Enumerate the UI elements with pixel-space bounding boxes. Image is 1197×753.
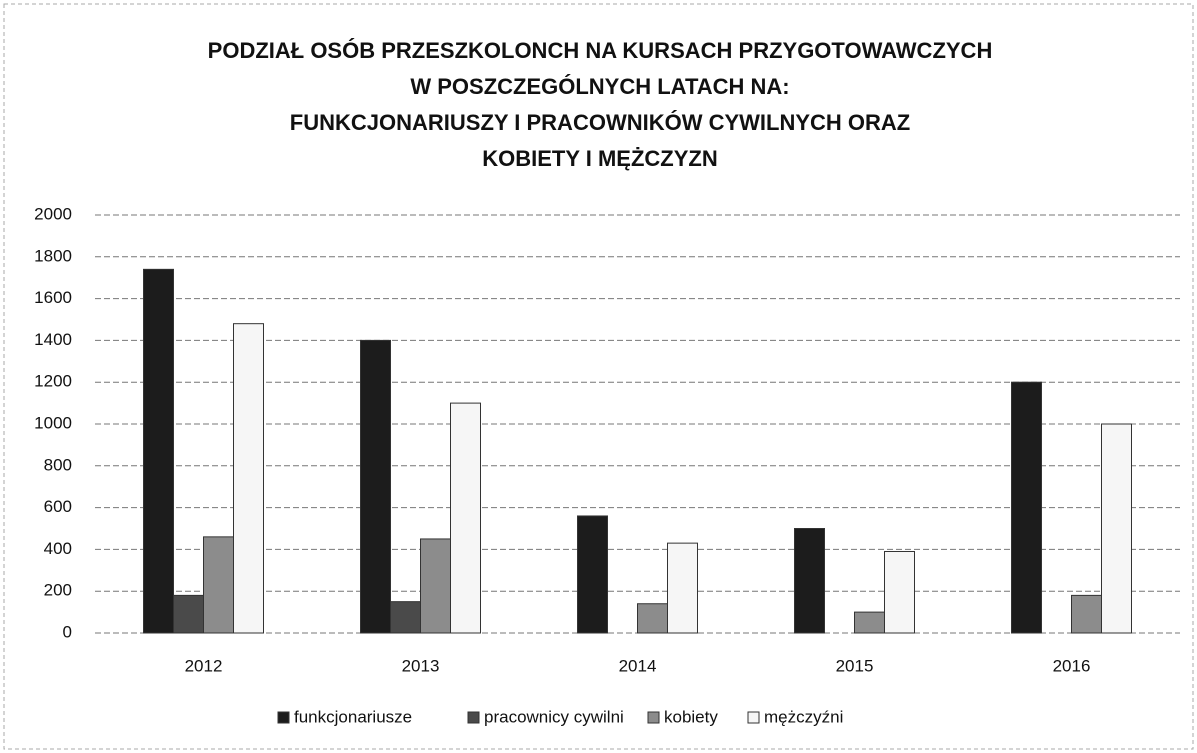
x-tick-label: 2016 <box>1053 656 1091 675</box>
y-tick-label: 200 <box>44 581 72 600</box>
y-tick-label: 800 <box>44 455 72 474</box>
bar <box>390 601 421 634</box>
bar <box>1011 381 1042 634</box>
y-tick-label: 1400 <box>34 330 72 349</box>
bar <box>1071 594 1102 634</box>
bar <box>637 603 668 634</box>
legend-label: kobiety <box>664 707 718 726</box>
x-tick-label: 2015 <box>836 656 874 675</box>
y-tick-label: 1000 <box>34 413 72 432</box>
x-tick-label: 2013 <box>402 656 440 675</box>
legend-swatch <box>647 711 660 724</box>
bar <box>420 538 451 634</box>
y-tick-label: 2000 <box>34 204 72 223</box>
y-tick-label: 1600 <box>34 288 72 307</box>
bar <box>203 536 234 634</box>
legend-swatch <box>277 711 290 724</box>
bar <box>667 542 698 634</box>
y-tick-label: 1800 <box>34 246 72 265</box>
y-tick-label: 0 <box>63 622 72 641</box>
bar <box>854 611 885 634</box>
bar <box>884 550 915 634</box>
bar <box>794 528 825 634</box>
bar <box>450 402 481 634</box>
chart-title: FUNKCJONARIUSZY I PRACOWNIKÓW CYWILNYCH … <box>290 110 910 135</box>
bar <box>577 515 608 634</box>
legend-label: mężczyźni <box>764 707 843 726</box>
legend-swatch <box>467 711 480 724</box>
y-tick-label: 400 <box>44 539 72 558</box>
bar <box>233 323 264 634</box>
y-tick-label: 600 <box>44 497 72 516</box>
frame <box>3 3 1194 750</box>
chart-title: KOBIETY I MĘŻCZYZN <box>482 146 718 171</box>
bar <box>1101 423 1132 634</box>
chart-title: PODZIAŁ OSÓB PRZESZKOLONCH NA KURSACH PR… <box>208 38 993 63</box>
legend-swatch <box>747 711 760 724</box>
chart-title: W POSZCZEGÓLNYCH LATACH NA: <box>410 74 789 99</box>
bar <box>143 268 174 634</box>
bar <box>360 339 391 634</box>
bar <box>173 594 204 634</box>
x-tick-label: 2014 <box>619 656 657 675</box>
legend-label: pracownicy cywilni <box>484 707 624 726</box>
y-tick-label: 1200 <box>34 372 72 391</box>
legend-label: funkcjonariusze <box>294 707 412 726</box>
x-tick-label: 2012 <box>185 656 223 675</box>
